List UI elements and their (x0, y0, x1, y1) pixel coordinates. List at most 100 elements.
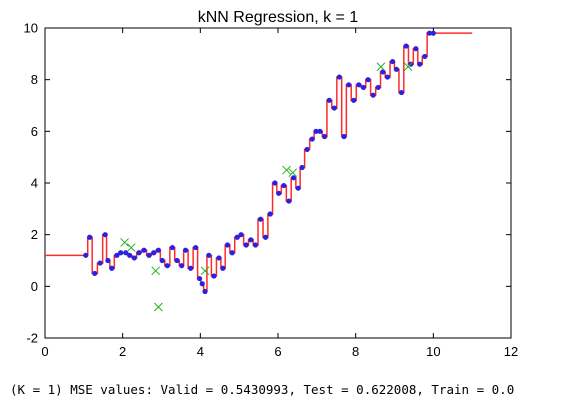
train-point (92, 270, 98, 277)
train-point (272, 180, 278, 186)
train-point (384, 74, 391, 80)
train-point (370, 92, 376, 98)
train-point (290, 175, 297, 181)
train-point (317, 128, 323, 134)
train-point (257, 216, 264, 222)
x-tick-label: 8 (352, 344, 359, 359)
test-point-stroke (403, 62, 413, 72)
train-point (413, 46, 419, 52)
train-point (356, 82, 362, 88)
test-point (126, 243, 136, 252)
train-point (196, 275, 203, 282)
train-point (426, 30, 433, 36)
test-point (282, 165, 291, 175)
train-point (179, 263, 185, 269)
train-point (87, 234, 93, 240)
train-point (286, 198, 292, 204)
y-tick-label: 0 (31, 279, 38, 294)
train-point (276, 190, 282, 196)
chart-title: kNN Regression, k = 1 (198, 9, 359, 26)
train-point (422, 53, 428, 60)
train-point (216, 255, 222, 261)
test-point-stroke (200, 266, 210, 276)
train-point (164, 263, 170, 269)
test-point-stroke (288, 168, 298, 178)
train-point (389, 58, 396, 65)
train-point (193, 244, 199, 251)
train-point (118, 250, 124, 256)
train-point (398, 89, 405, 96)
train-point (403, 43, 409, 49)
test-point-stroke (151, 266, 161, 276)
y-tick-label: -2 (26, 331, 38, 346)
train-point (105, 257, 111, 264)
train-point (109, 265, 115, 271)
train-point (243, 242, 249, 248)
train-point (393, 66, 400, 72)
train-point (322, 133, 328, 140)
test-point (120, 238, 129, 247)
train-point (281, 182, 287, 189)
train-point (360, 84, 367, 91)
train-point (146, 252, 152, 258)
train-point (199, 281, 205, 287)
y-tick-label: 4 (31, 176, 38, 191)
train-point (262, 234, 269, 240)
test-point-stroke (376, 62, 386, 72)
test-point-stroke (154, 302, 163, 312)
train-point (304, 146, 310, 153)
train-point (151, 250, 157, 256)
y-tick-label: 2 (31, 227, 38, 242)
train-point (83, 252, 89, 258)
x-tick-label: 4 (197, 344, 204, 359)
train-point (229, 250, 235, 256)
train-point (97, 260, 103, 266)
x-tick-label: 10 (426, 344, 440, 359)
test-point (154, 302, 163, 312)
x-tick-label: 6 (274, 344, 281, 359)
train-point (252, 242, 259, 248)
train-point (313, 128, 319, 134)
train-point (102, 232, 108, 238)
train-point (155, 247, 161, 253)
train-point (224, 242, 231, 248)
test-point-stroke (120, 238, 129, 247)
train-point (159, 257, 165, 264)
train-point (309, 136, 315, 142)
test-point (403, 62, 413, 72)
train-point (336, 74, 342, 80)
train-point (331, 105, 337, 111)
train-point (365, 77, 371, 83)
x-tick-label: 2 (119, 344, 126, 359)
train-point (123, 250, 129, 256)
test-point-stroke (282, 165, 291, 175)
train-point (375, 84, 381, 91)
train-point (326, 97, 332, 103)
train-point (136, 250, 142, 256)
train-point (299, 164, 305, 171)
train-point (127, 252, 133, 258)
test-point (288, 168, 298, 178)
test-point (376, 62, 386, 72)
mse-footer: (K = 1) MSE values: Valid = 0.5430993, T… (10, 382, 514, 397)
train-point (114, 252, 120, 258)
train-point (141, 247, 147, 253)
train-point (131, 255, 137, 261)
train-point (202, 288, 208, 295)
x-tick-label: 0 (41, 344, 48, 359)
train-point (341, 133, 347, 140)
x-tick-label: 12 (504, 344, 518, 359)
train-point (430, 30, 436, 36)
train-point (346, 82, 352, 88)
test-point-stroke (126, 243, 136, 252)
y-tick-label: 6 (31, 124, 38, 139)
train-point (267, 211, 273, 217)
train-point (238, 232, 244, 238)
train-point (174, 257, 180, 264)
train-point (248, 237, 254, 243)
train-point (234, 234, 240, 240)
y-tick-label: 8 (31, 72, 38, 87)
test-point (200, 266, 210, 276)
